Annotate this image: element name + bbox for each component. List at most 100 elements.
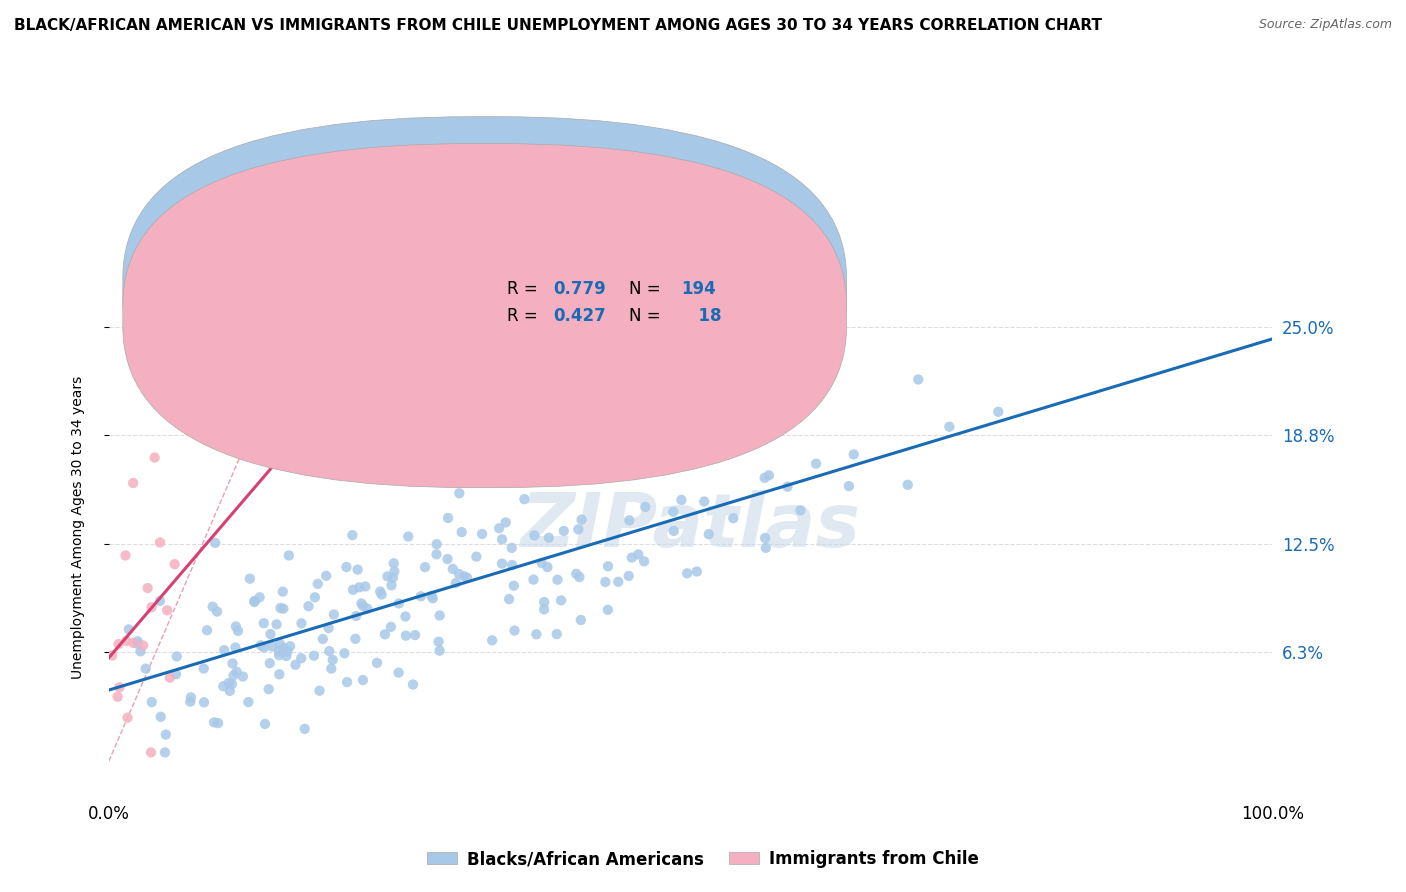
Point [335,560,357,574]
Point [456,571,478,585]
Point [471,527,494,541]
Point [278,639,301,653]
Point [257,682,280,697]
Point [388,665,411,680]
Point [617,569,640,583]
Point [159,671,181,685]
Point [297,599,319,614]
Point [271,584,294,599]
Point [302,648,325,663]
Point [342,528,364,542]
Point [259,627,281,641]
Text: R =: R = [506,307,543,325]
FancyBboxPatch shape [122,117,846,461]
Point [221,677,243,691]
Point [444,576,467,591]
Point [569,613,592,627]
Point [143,450,166,465]
Point [661,435,683,450]
Point [318,644,340,658]
Point [366,656,388,670]
Point [488,521,510,535]
Point [409,469,432,483]
Point [117,711,139,725]
Point [523,528,546,542]
Point [409,590,432,604]
Point [388,596,411,610]
Point [533,602,555,616]
Text: ZIPatlas: ZIPatlas [520,491,860,564]
Point [336,675,359,690]
Point [226,624,249,638]
Point [269,667,291,681]
Point [533,595,555,609]
Point [273,601,295,615]
Point [502,579,524,593]
Point [565,566,588,581]
Point [166,649,188,664]
Point [758,468,780,483]
Point [107,637,129,651]
Point [315,569,337,583]
Y-axis label: Unemployment Among Ages 30 to 34 years: Unemployment Among Ages 30 to 34 years [72,376,86,679]
Point [987,405,1010,419]
Point [141,600,163,615]
Point [377,569,399,583]
Point [132,639,155,653]
Point [262,640,284,654]
Text: 18: 18 [688,307,721,325]
Point [634,500,657,514]
Point [627,548,650,562]
Point [766,414,789,428]
Point [155,728,177,742]
Point [356,601,378,615]
Point [312,632,335,646]
Point [619,513,641,527]
Point [273,641,295,656]
Point [382,557,405,571]
Point [697,527,720,541]
Point [449,486,471,500]
Point [838,479,860,493]
Point [342,582,364,597]
Point [149,710,172,724]
Point [381,571,404,585]
Point [304,591,326,605]
Point [266,617,288,632]
Point [437,511,460,525]
Point [205,605,228,619]
Point [513,492,536,507]
Point [269,637,291,651]
Point [633,554,655,568]
Point [395,629,418,643]
Point [582,465,605,479]
Point [118,623,141,637]
Point [122,636,145,650]
Point [491,533,513,547]
Point [503,624,526,638]
Point [212,679,235,693]
Point [413,560,436,574]
Point [754,471,776,485]
Point [776,480,799,494]
Point [352,673,374,687]
Point [498,592,520,607]
Point [524,627,547,641]
Point [564,462,586,476]
Point [136,581,159,595]
Point [662,524,685,538]
Point [195,624,218,638]
Point [239,572,262,586]
Point [546,627,568,641]
Point [354,579,377,593]
Point [201,599,224,614]
Point [149,535,172,549]
Point [277,549,299,563]
Point [333,646,356,660]
Point [402,677,425,691]
Point [225,619,247,633]
Point [659,433,682,447]
Point [165,667,187,681]
Point [149,594,172,608]
Point [180,690,202,705]
